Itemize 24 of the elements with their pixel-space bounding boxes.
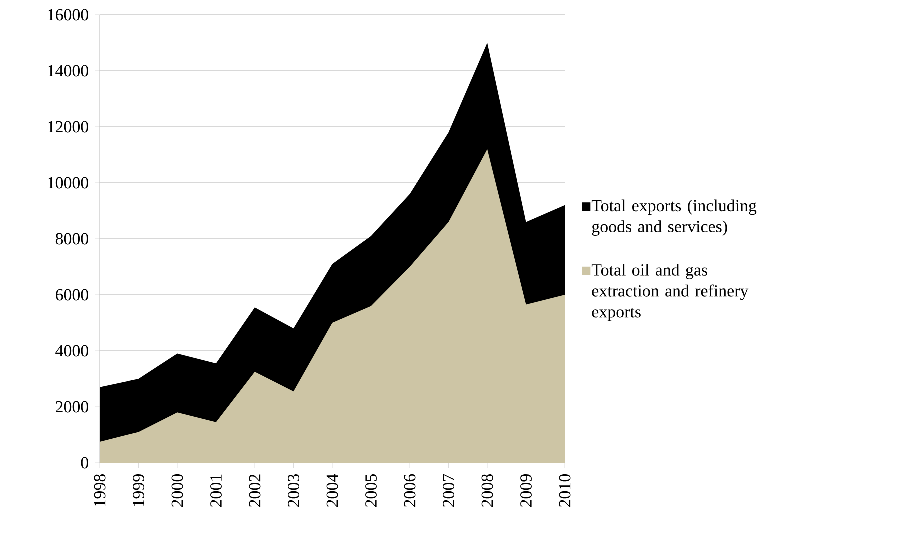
x-tick-label: 2009 xyxy=(520,474,532,507)
x-tick-label: 2005 xyxy=(366,474,377,507)
y-tick-label: 4000 xyxy=(56,345,89,357)
x-tick-label: 2004 xyxy=(326,474,338,507)
y-tick-label: 2000 xyxy=(56,401,89,413)
x-tick-label: 1998 xyxy=(94,474,106,506)
y-tick-label: 10000 xyxy=(48,177,89,189)
y-tick-label: 16000 xyxy=(48,9,89,21)
x-tick-label: 2010 xyxy=(559,474,571,507)
x-tick-label: 2002 xyxy=(249,474,261,507)
x-tick-label: 2007 xyxy=(443,474,454,507)
legend-label: Total exports (including goods and services) xyxy=(592,200,757,236)
legend-label: Total oil and gas extraction and refinery exports xyxy=(592,264,749,322)
x-tick-label: 2000 xyxy=(172,474,184,507)
x-tick-label: 2006 xyxy=(404,474,416,507)
y-tick-label: 0 xyxy=(81,457,89,469)
x-tick-label: 2003 xyxy=(288,474,300,507)
x-tick-label: 2001 xyxy=(210,474,222,507)
x-tick-label: 1999 xyxy=(133,474,144,506)
y-tick-label: 8000 xyxy=(56,233,89,245)
y-tick-label: 14000 xyxy=(48,65,89,77)
y-tick-label: 6000 xyxy=(56,289,89,301)
x-tick-label: 2008 xyxy=(482,474,494,507)
y-tick-label: 12000 xyxy=(48,121,89,133)
